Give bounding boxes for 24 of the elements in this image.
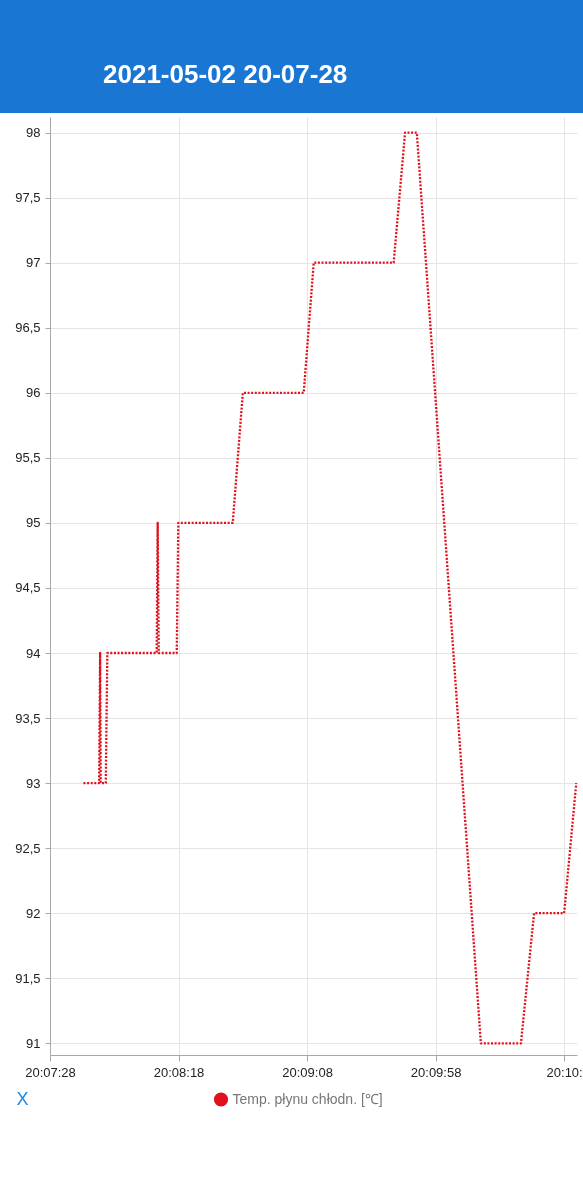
y-tick-label: 93,5 (15, 710, 41, 726)
y-tick-label: 92,5 (15, 840, 41, 856)
y-tick-label: 97 (26, 255, 41, 271)
y-tick-label: 95 (26, 515, 41, 531)
x-tick-label: 20:10: (546, 1064, 583, 1080)
x-tick-label: 20:09:08 (282, 1064, 333, 1080)
legend-label: Temp. płynu chłodn. [℃] (232, 1090, 383, 1107)
y-tick-label: 98 (26, 125, 41, 141)
y-tick-label: 96,5 (15, 320, 41, 336)
y-tick-label: 91 (26, 1035, 41, 1051)
x-tick-label: 20:07:28 (25, 1064, 76, 1080)
y-tick-label: 93 (26, 775, 41, 791)
x-axis-title: X (16, 1088, 29, 1109)
y-tick-label: 96 (26, 385, 41, 401)
y-tick-label: 97,5 (15, 190, 41, 206)
x-tick-label: 20:09:58 (410, 1064, 462, 1080)
x-tick-label: 20:08:18 (153, 1064, 205, 1080)
y-tick-label: 94,5 (15, 580, 41, 596)
y-tick-label: 94 (26, 645, 41, 661)
y-tick-label: 95,5 (15, 450, 41, 466)
y-tick-label: 91,5 (15, 970, 41, 986)
line-series (82, 131, 578, 1045)
y-tick-label: 92 (26, 905, 41, 921)
chart-title: 2021-05-02 20-07-28 (103, 59, 348, 89)
